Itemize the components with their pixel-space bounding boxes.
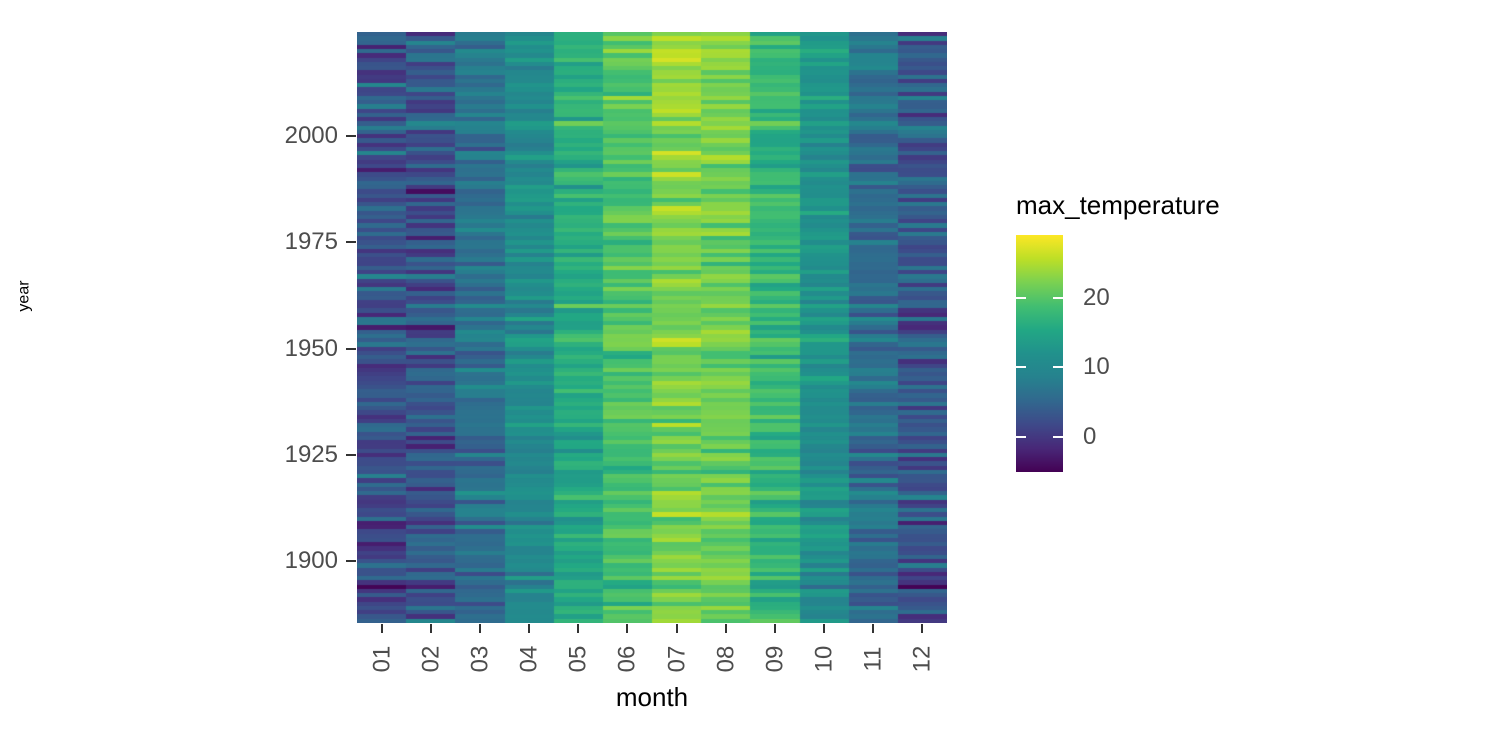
x-tick-label-07: 07	[662, 645, 690, 673]
x-tick-label-box-04: 04	[507, 636, 551, 682]
x-tick-label-03: 03	[465, 645, 493, 673]
heatmap-plot-area	[357, 32, 947, 623]
x-tick-mark-04	[528, 624, 530, 633]
colorbar-gradient	[1016, 235, 1063, 472]
x-tick-mark-12	[921, 624, 923, 633]
y-axis-title-box: year	[0, 0, 50, 591]
x-tick-label-11: 11	[858, 646, 886, 672]
y-tick-label-1925: 1925	[284, 441, 338, 468]
y-tick-label-1900: 1900	[284, 547, 338, 574]
colorbar-tick-mark-10-left	[1016, 366, 1026, 368]
y-tick-mark-2000	[346, 135, 356, 137]
x-tick-label-06: 06	[612, 645, 640, 673]
y-axis-title: year	[16, 279, 33, 312]
x-tick-mark-02	[430, 624, 432, 633]
colorbar-tick-mark-20-left	[1016, 297, 1026, 299]
x-tick-label-box-12: 12	[900, 636, 944, 682]
colorbar-tick-label-20: 20	[1083, 284, 1110, 311]
x-tick-mark-01	[381, 624, 383, 633]
colorbar-tick-mark-20-right	[1053, 297, 1063, 299]
colorbar-tick-label-10: 10	[1083, 353, 1110, 380]
x-tick-label-box-07: 07	[655, 636, 699, 682]
x-tick-label-box-01: 01	[360, 636, 404, 682]
y-tick-label-1975: 1975	[284, 228, 338, 255]
x-tick-mark-09	[774, 624, 776, 633]
x-tick-mark-06	[626, 624, 628, 633]
x-tick-label-02: 02	[416, 645, 444, 673]
x-tick-label-box-05: 05	[556, 636, 600, 682]
x-tick-label-04: 04	[514, 645, 542, 673]
x-tick-label-box-02: 02	[409, 636, 453, 682]
x-tick-mark-07	[676, 624, 678, 633]
colorbar-tick-label-0: 0	[1083, 423, 1097, 450]
x-tick-label-box-06: 06	[605, 636, 649, 682]
x-tick-label-box-03: 03	[458, 636, 502, 682]
x-tick-mark-11	[872, 624, 874, 633]
x-tick-label-box-11: 11	[851, 636, 895, 682]
x-tick-label-12: 12	[907, 645, 935, 673]
x-tick-mark-03	[479, 624, 481, 633]
x-tick-label-09: 09	[760, 645, 788, 673]
x-tick-label-01: 01	[367, 645, 395, 673]
y-tick-mark-1975	[346, 241, 356, 243]
x-tick-mark-10	[823, 624, 825, 633]
colorbar-tick-mark-10-right	[1053, 366, 1063, 368]
legend-title: max_temperature	[1016, 190, 1220, 220]
x-tick-label-box-09: 09	[753, 636, 797, 682]
colorbar-tick-mark-0-left	[1016, 436, 1026, 438]
y-tick-mark-1950	[346, 348, 356, 350]
x-tick-label-05: 05	[563, 645, 591, 673]
y-tick-mark-1900	[346, 560, 356, 562]
y-tick-label-1950: 1950	[284, 335, 338, 362]
x-tick-label-10: 10	[809, 645, 837, 673]
x-tick-label-box-10: 10	[802, 636, 846, 682]
colorbar-tick-mark-0-right	[1053, 436, 1063, 438]
x-tick-mark-08	[725, 624, 727, 633]
x-axis-title: month	[615, 682, 689, 712]
x-tick-label-08: 08	[711, 645, 739, 673]
x-tick-mark-05	[577, 624, 579, 633]
y-tick-label-2000: 2000	[284, 122, 338, 149]
x-tick-label-box-08: 08	[704, 636, 748, 682]
y-tick-mark-1925	[346, 454, 356, 456]
